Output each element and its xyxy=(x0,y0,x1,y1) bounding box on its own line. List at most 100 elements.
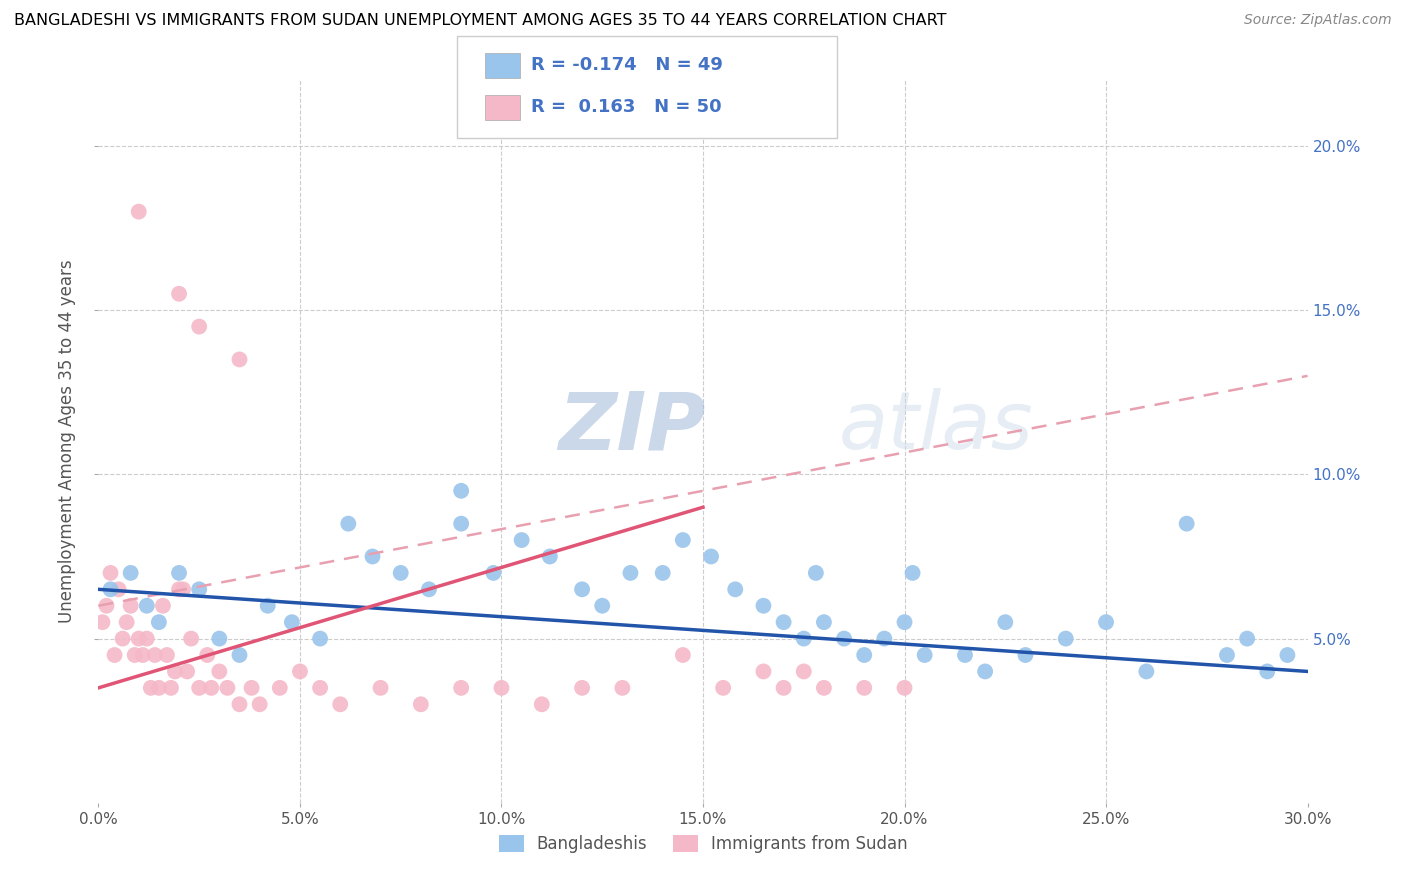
Point xyxy=(188,582,211,597)
Point xyxy=(370,681,392,695)
Point xyxy=(491,681,513,695)
Point xyxy=(450,483,472,498)
Point xyxy=(1095,615,1118,630)
Point xyxy=(208,632,231,646)
Text: BANGLADESHI VS IMMIGRANTS FROM SUDAN UNEMPLOYMENT AMONG AGES 35 TO 44 YEARS CORR: BANGLADESHI VS IMMIGRANTS FROM SUDAN UNE… xyxy=(14,13,946,29)
Point xyxy=(994,615,1017,630)
Point xyxy=(752,599,775,613)
Point xyxy=(228,648,250,662)
Point xyxy=(288,665,311,679)
Point xyxy=(208,665,231,679)
Point xyxy=(228,698,250,712)
Point xyxy=(873,632,896,646)
Point xyxy=(188,319,211,334)
Point xyxy=(329,698,352,712)
Point xyxy=(571,582,593,597)
Point xyxy=(135,599,157,613)
Point xyxy=(1175,516,1198,531)
Point xyxy=(176,665,198,679)
Point xyxy=(148,681,170,695)
Point xyxy=(813,681,835,695)
Point xyxy=(361,549,384,564)
Point xyxy=(389,566,412,580)
Point xyxy=(139,681,162,695)
Point xyxy=(160,681,183,695)
Point xyxy=(100,566,122,580)
Text: R =  0.163   N = 50: R = 0.163 N = 50 xyxy=(531,98,723,116)
Point xyxy=(111,632,134,646)
Point xyxy=(103,648,125,662)
Point xyxy=(1014,648,1036,662)
Point xyxy=(1135,665,1157,679)
Point xyxy=(100,582,122,597)
Point xyxy=(228,352,250,367)
Point xyxy=(124,648,146,662)
Point xyxy=(132,648,155,662)
Point xyxy=(337,516,360,531)
Point xyxy=(853,648,876,662)
Point xyxy=(148,615,170,630)
Point xyxy=(107,582,129,597)
Point xyxy=(167,566,190,580)
Point xyxy=(893,681,915,695)
Point xyxy=(152,599,174,613)
Point xyxy=(571,681,593,695)
Point xyxy=(711,681,734,695)
Point xyxy=(700,549,723,564)
Legend: Bangladeshis, Immigrants from Sudan: Bangladeshis, Immigrants from Sudan xyxy=(492,828,914,860)
Point xyxy=(1216,648,1239,662)
Point xyxy=(167,582,190,597)
Point xyxy=(672,648,695,662)
Text: Source: ZipAtlas.com: Source: ZipAtlas.com xyxy=(1244,13,1392,28)
Point xyxy=(793,632,815,646)
Text: R = -0.174   N = 49: R = -0.174 N = 49 xyxy=(531,56,723,74)
Point xyxy=(832,632,855,646)
Point xyxy=(612,681,634,695)
Point xyxy=(120,566,142,580)
Y-axis label: Unemployment Among Ages 35 to 44 years: Unemployment Among Ages 35 to 44 years xyxy=(58,260,76,624)
Point xyxy=(120,599,142,613)
Point xyxy=(1236,632,1258,646)
Point xyxy=(256,599,278,613)
Point xyxy=(672,533,695,547)
Point xyxy=(651,566,673,580)
Point xyxy=(163,665,186,679)
Point xyxy=(772,681,794,695)
Point xyxy=(167,286,190,301)
Point xyxy=(115,615,138,630)
Point xyxy=(188,681,211,695)
Point xyxy=(752,665,775,679)
Point xyxy=(893,615,915,630)
Point xyxy=(180,632,202,646)
Point xyxy=(853,681,876,695)
Point xyxy=(724,582,747,597)
Point xyxy=(450,681,472,695)
Point xyxy=(793,665,815,679)
Point xyxy=(172,582,194,597)
Point xyxy=(772,615,794,630)
Point xyxy=(91,615,114,630)
Point xyxy=(128,204,150,219)
Point xyxy=(249,698,271,712)
Point xyxy=(269,681,291,695)
Point xyxy=(619,566,641,580)
Point xyxy=(530,698,553,712)
Point xyxy=(156,648,179,662)
Text: ZIP: ZIP xyxy=(558,388,706,467)
Point xyxy=(96,599,118,613)
Point xyxy=(195,648,218,662)
Text: atlas: atlas xyxy=(838,388,1033,467)
Point xyxy=(953,648,976,662)
Point xyxy=(309,681,332,695)
Point xyxy=(901,566,924,580)
Point xyxy=(450,516,472,531)
Point xyxy=(128,632,150,646)
Point xyxy=(418,582,440,597)
Point xyxy=(143,648,166,662)
Point xyxy=(217,681,239,695)
Point xyxy=(538,549,561,564)
Point xyxy=(813,615,835,630)
Point xyxy=(240,681,263,695)
Point xyxy=(482,566,505,580)
Point xyxy=(974,665,997,679)
